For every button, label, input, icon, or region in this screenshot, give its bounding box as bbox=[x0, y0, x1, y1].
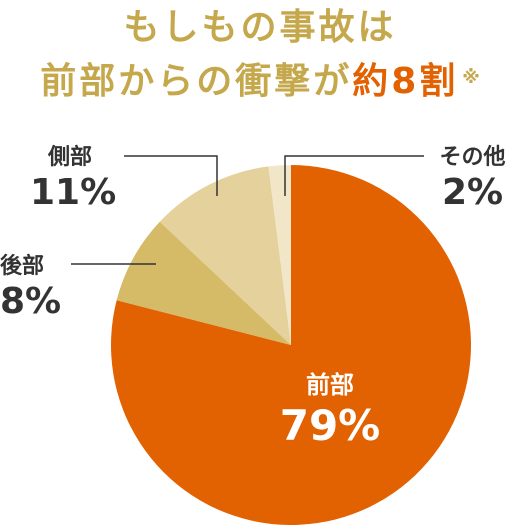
slice-rear bbox=[116, 221, 291, 345]
note-mark: ※ bbox=[462, 67, 480, 88]
label-front: 前部 79% bbox=[270, 373, 390, 447]
page-title-line1: もしもの事故は bbox=[123, 7, 397, 48]
label-front-name: 前部 bbox=[306, 371, 354, 399]
label-rear-name: 後部 bbox=[0, 254, 45, 279]
label-other: その他 2% bbox=[425, 147, 520, 211]
title-highlight: 約8割 bbox=[352, 61, 459, 102]
page-title-line2: 前部からの衝撃が約8割 ※ bbox=[0, 60, 520, 104]
label-front-value: 79% bbox=[279, 401, 381, 450]
title-prefix: 前部からの衝撃が bbox=[40, 61, 353, 102]
label-other-name: その他 bbox=[439, 145, 506, 170]
label-side-value: 11% bbox=[30, 172, 117, 213]
slice-other bbox=[268, 165, 291, 345]
label-side-name: 側部 bbox=[47, 145, 92, 170]
label-rear-value: 8% bbox=[0, 281, 62, 322]
label-side: 側部 11% bbox=[30, 145, 117, 213]
label-rear: 後部 8% bbox=[0, 254, 62, 322]
slice-side bbox=[159, 166, 291, 345]
leader-line-other bbox=[284, 155, 424, 196]
label-other-value: 2% bbox=[441, 172, 504, 213]
leader-line-side bbox=[124, 155, 218, 196]
